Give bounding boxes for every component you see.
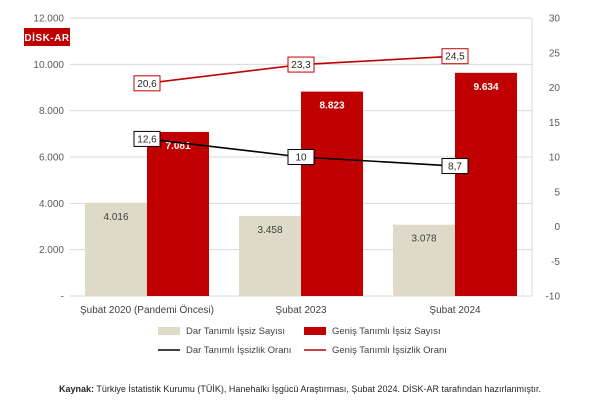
y-right-tick-label: 25: [549, 48, 561, 59]
y-right-tick-label: 30: [549, 14, 561, 25]
bar-value-label: 8.823: [319, 101, 344, 112]
y-left-tick-label: 12.000: [33, 14, 64, 25]
line-value-label: 10: [295, 153, 307, 164]
y-left-tick-label: 4.000: [39, 199, 64, 210]
line-value-box: [441, 48, 469, 65]
line-value-label: 8,7: [448, 162, 462, 173]
x-category-label: Şubat 2024: [429, 305, 481, 316]
bar-value-label: 9.634: [473, 82, 498, 93]
y-right-tick-label: -5: [551, 257, 560, 268]
y-left-tick-label: 6.000: [39, 153, 64, 164]
y-left-tick-label: 2.000: [39, 245, 64, 256]
disk-ar-logo: DİSK-AR: [24, 28, 70, 46]
legend-label: Dar Tanımlı İşsizlik Oranı: [186, 345, 291, 356]
line-value-label: 12,6: [137, 134, 157, 145]
y-right-tick-label: -10: [546, 292, 561, 303]
line-value-box: [441, 158, 469, 175]
line-value-box: [133, 75, 161, 92]
y-right-tick-label: 0: [554, 222, 560, 233]
bar: [455, 72, 517, 296]
bar: [85, 202, 147, 296]
y-left-tick-label: -: [61, 292, 64, 303]
line-value-label: 20,6: [137, 79, 157, 90]
legend-label: Geniş Tanımlı İşsizlik Oranı: [332, 345, 447, 356]
x-category-label: Şubat 2023: [275, 305, 327, 316]
bar: [147, 131, 209, 296]
legend-label: Geniş Tanımlı İşsiz Sayısı: [332, 326, 441, 337]
line-value-label: 24,5: [445, 52, 465, 63]
y-left-tick-label: 10.000: [33, 60, 64, 71]
y-right-tick-label: 20: [549, 83, 561, 94]
y-right-tick-label: 10: [549, 153, 561, 164]
legend-swatch: [304, 327, 326, 335]
y-right-tick-label: 15: [549, 118, 561, 129]
legend-swatch: [158, 327, 180, 335]
bar-value-label: 7.081: [165, 141, 190, 152]
x-category-label: Şubat 2020 (Pandemi Öncesi): [80, 304, 214, 316]
legend-label: Dar Tanımlı İşsiz Sayısı: [186, 326, 285, 337]
y-right-tick-label: 5: [554, 187, 560, 198]
chart: DİSK-AR 4.016 3.458 3.078 7.081 8.823 9.634 1…: [24, 14, 561, 356]
line-value-box: [287, 56, 315, 73]
bar-value-label: 3.458: [257, 225, 282, 236]
line-value-box: [133, 130, 161, 147]
source-prefix: Kaynak:: [58, 384, 94, 394]
line-value-box: [287, 149, 315, 165]
source-text: Türkiye İstatistik Kurumu (TÜİK), Haneha…: [94, 384, 542, 394]
source-note: Kaynak: Türkiye İstatistik Kurumu (TÜİK)…: [0, 384, 600, 394]
line-value-label: 23,3: [291, 60, 311, 71]
bar: [301, 91, 363, 297]
bar: [239, 215, 301, 296]
bar-value-label: 4.016: [103, 212, 128, 223]
bar-value-label: 3.078: [411, 234, 436, 245]
logo-text: DİSK-AR: [24, 31, 69, 44]
y-left-tick-label: 8.000: [39, 106, 64, 117]
bar: [393, 224, 455, 296]
